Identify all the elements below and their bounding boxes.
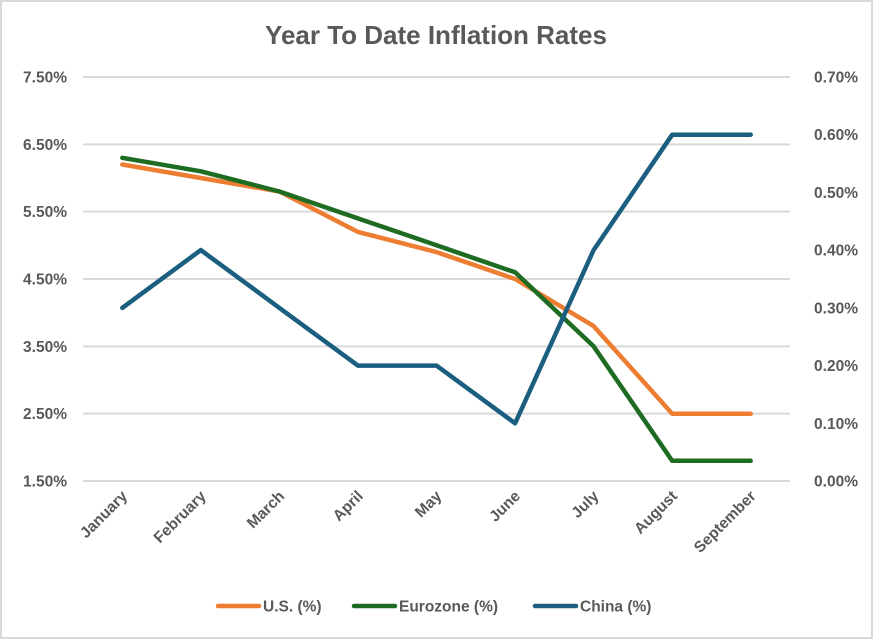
- left-axis-tick-label: 2.50%: [23, 406, 67, 423]
- x-axis-category-label: April: [330, 488, 367, 525]
- legend-label: Eurozone (%): [399, 599, 498, 616]
- left-axis-tick-label: 6.50%: [23, 137, 67, 154]
- x-axis-category-label: February: [151, 488, 210, 547]
- left-axis-tick-label: 1.50%: [23, 474, 67, 491]
- legend-item-eurozone: Eurozone (%): [351, 599, 498, 616]
- series-line-eurozone: [120, 155, 753, 464]
- right-axis-tick-label: 0.10%: [814, 416, 858, 433]
- x-axis-category-label: June: [486, 488, 524, 526]
- series-lines: [120, 132, 753, 464]
- left-axis-tick-label: 4.50%: [23, 272, 67, 289]
- right-axis-tick-label: 0.40%: [814, 243, 858, 260]
- legend: U.S. (%) Eurozone (%) China (%): [215, 599, 651, 616]
- series-line-u-s: [120, 162, 753, 416]
- left-axis-tick-label: 7.50%: [23, 70, 67, 87]
- right-axis-tick-label: 0.20%: [814, 358, 858, 375]
- right-axis-tick-label: 0.50%: [814, 185, 858, 202]
- legend-item-china: China (%): [532, 599, 651, 616]
- x-axis: January February March April May June July Augu…: [77, 488, 760, 557]
- x-axis-category-label: July: [568, 488, 602, 522]
- legend-item-u-s: U.S. (%): [215, 599, 322, 616]
- x-axis-category-label: September: [691, 488, 760, 557]
- left-axis-tick-label: 5.50%: [23, 204, 67, 221]
- right-axis-tick-label: 0.60%: [814, 127, 858, 144]
- chart-title: Year To Date Inflation Rates: [265, 20, 607, 50]
- right-axis-tick-label: 0.30%: [814, 300, 858, 317]
- left-y-axis: 1.50% 2.50% 3.50% 4.50% 5.50% 6.50% 7.50%: [23, 70, 67, 491]
- right-axis-tick-label: 0.00%: [814, 474, 858, 491]
- x-axis-category-label: August: [631, 488, 681, 538]
- series-line-china: [120, 132, 753, 426]
- legend-label: China (%): [580, 599, 651, 616]
- left-axis-tick-label: 3.50%: [23, 339, 67, 356]
- x-axis-category-label: January: [77, 488, 131, 542]
- right-axis-tick-label: 0.70%: [814, 70, 858, 87]
- right-y-axis: 0.00% 0.10% 0.20% 0.30% 0.40% 0.50% 0.60% 0.70%: [814, 70, 858, 491]
- x-axis-category-label: March: [244, 488, 288, 532]
- x-axis-category-label: May: [412, 488, 446, 522]
- gridlines: [83, 76, 790, 482]
- legend-label: U.S. (%): [263, 599, 322, 616]
